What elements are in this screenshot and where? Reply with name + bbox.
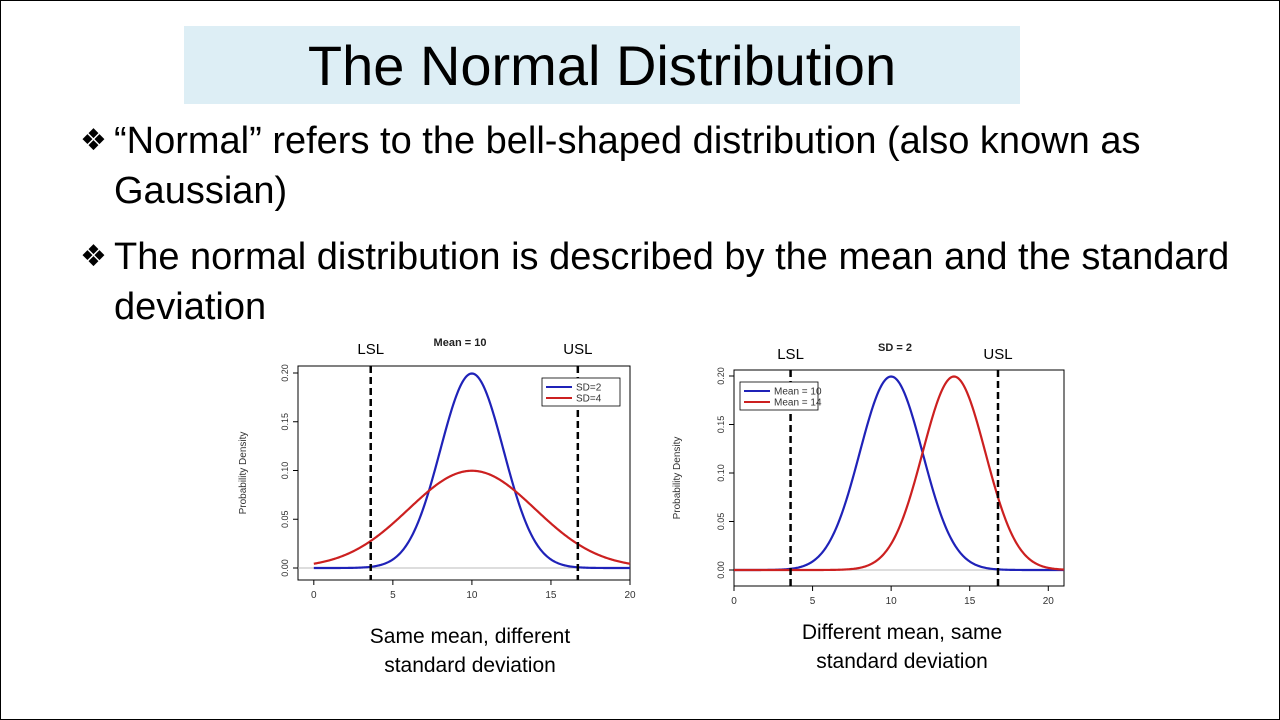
legend-box — [541, 377, 621, 407]
series-line — [313, 469, 631, 565]
chart-title: SD = 2 — [878, 342, 912, 354]
x-tick-label: 5 — [810, 596, 816, 607]
caption-line: Same mean, different — [369, 625, 571, 648]
x-tick-label: 15 — [545, 590, 557, 601]
plot-frame — [297, 365, 631, 581]
x-tick-label: 5 — [390, 590, 396, 601]
y-tick-label: 0.15 — [716, 416, 726, 434]
caption-chart-2: Different mean, same standard deviation — [752, 618, 1052, 676]
caption-line: standard deviation — [384, 654, 556, 677]
y-tick-label: 0.15 — [280, 413, 290, 431]
legend-entry: Mean = 14 — [774, 398, 822, 409]
chart-same-mean: 0 5 10 15 20 0.00 0.05 0.10 0.15 0.20 Probability … — [238, 337, 636, 601]
y-tick-label: 0.00 — [280, 559, 290, 577]
slide-title: The Normal Distribution — [307, 34, 897, 97]
bullet-1-text: “Normal” refers to the bell-shaped distr… — [114, 120, 1141, 212]
y-tick-label: 0.10 — [280, 462, 290, 480]
caption-line: standard deviation — [816, 650, 988, 673]
chart-same-sd: 0 5 10 15 20 0.00 0.05 0.10 0.15 0.20 Probability … — [672, 342, 1065, 607]
legend-entry: SD=2 — [576, 383, 602, 394]
x-tick-label: 20 — [624, 590, 636, 601]
caption-chart-1: Same mean, different standard deviation — [320, 622, 620, 680]
x-tick-label: 20 — [1043, 596, 1055, 607]
bullet-2: ❖ The normal distribution is described b… — [80, 232, 1230, 332]
spec-limit-label: USL — [563, 341, 592, 358]
x-tick-label: 0 — [731, 596, 737, 607]
series-line — [734, 375, 1065, 572]
x-tick-label: 15 — [964, 596, 976, 607]
y-axis-label: Probability Density — [672, 437, 683, 520]
bullet-2-text: The normal distribution is described by … — [114, 236, 1230, 328]
y-tick-label: 0.20 — [716, 367, 726, 385]
y-tick-label: 0.20 — [280, 364, 290, 382]
spec-limit-label: USL — [983, 346, 1012, 363]
y-tick-label: 0.10 — [716, 464, 726, 482]
chart-title: Mean = 10 — [434, 337, 487, 349]
bullet-1: ❖ “Normal” refers to the bell-shaped dis… — [80, 116, 1230, 216]
legend-entry: SD=4 — [576, 394, 602, 405]
y-tick-label: 0.05 — [280, 510, 290, 528]
y-axis-label: Probability Density — [238, 432, 249, 515]
title-banner: The Normal Distribution — [184, 26, 1020, 104]
y-tick-label: 0.05 — [716, 513, 726, 531]
plot-frame — [733, 369, 1065, 587]
x-tick-label: 0 — [311, 590, 317, 601]
y-tick-label: 0.00 — [716, 561, 726, 579]
x-tick-label: 10 — [466, 590, 478, 601]
diamond-bullet-icon: ❖ — [80, 123, 107, 158]
x-tick-label: 10 — [886, 596, 898, 607]
spec-limit-label: LSL — [357, 341, 384, 358]
legend-box — [739, 381, 819, 411]
caption-line: Different mean, same — [801, 621, 1003, 644]
legend-entry: Mean = 10 — [774, 387, 822, 398]
spec-limit-label: LSL — [777, 346, 804, 363]
diamond-bullet-icon: ❖ — [80, 239, 107, 274]
